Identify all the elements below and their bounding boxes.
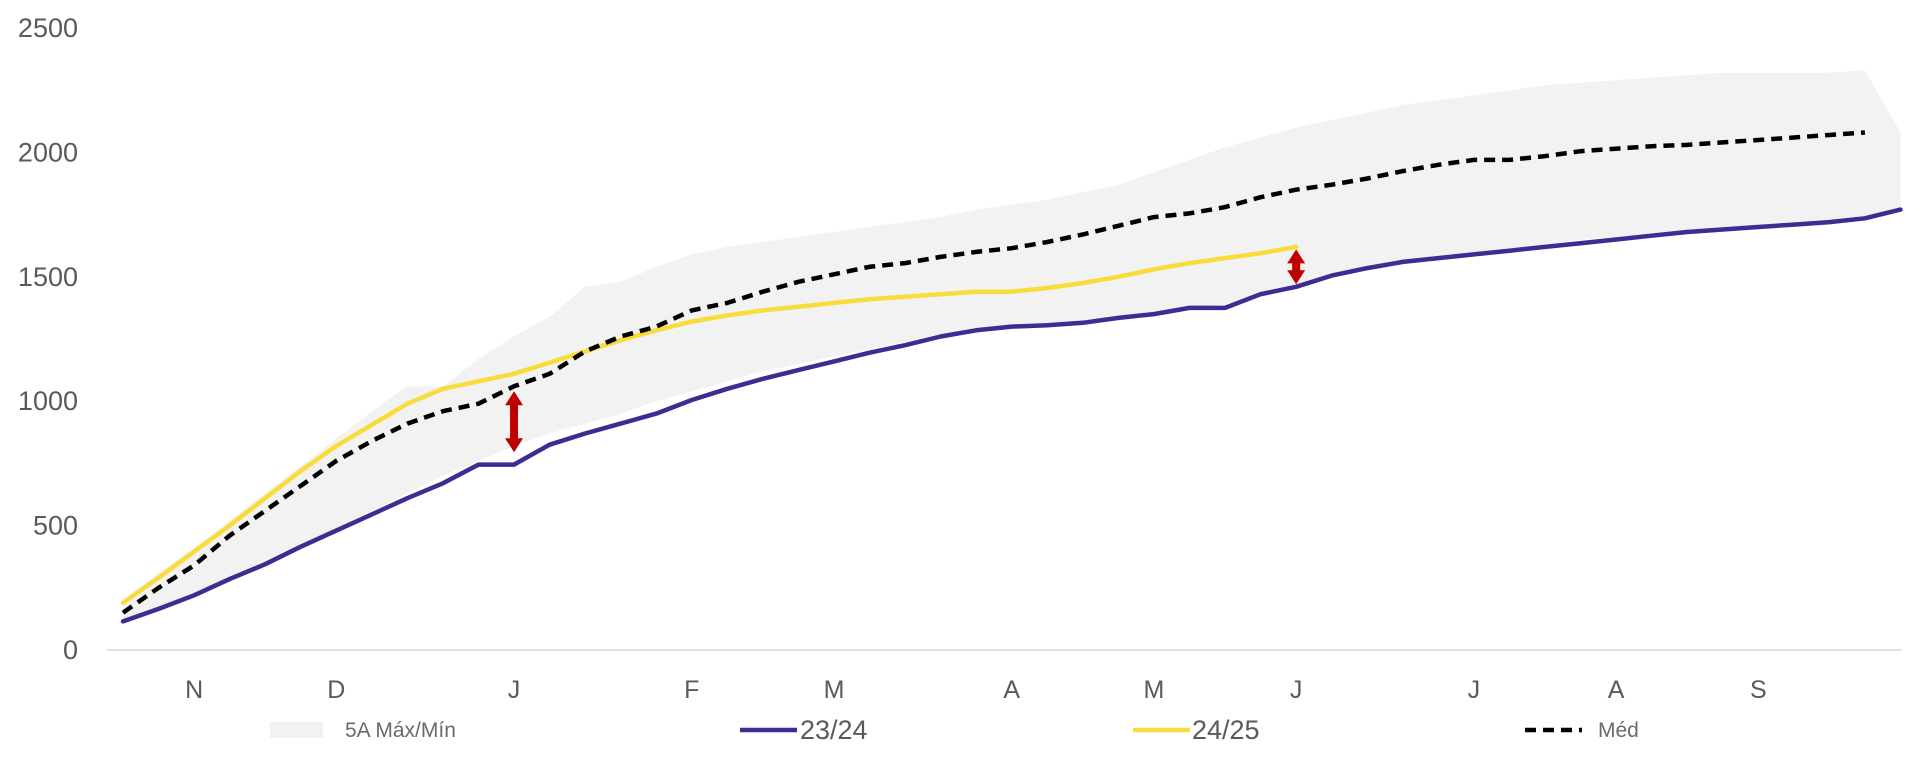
x-tick-label: A	[1608, 676, 1625, 704]
x-tick-label: A	[1003, 676, 1020, 704]
y-tick-label: 1000	[18, 386, 78, 416]
legend-item-24-25: 24/25	[1133, 715, 1260, 745]
legend-item-band: 5A Máx/Mín	[270, 719, 456, 742]
double-arrow-annotation	[1287, 249, 1306, 285]
x-tick-label: N	[185, 676, 203, 704]
y-tick-labels: 0 500 1000 1500 2000 2500	[18, 13, 78, 665]
legend-label-band: 5A Máx/Mín	[345, 719, 456, 742]
x-tick-label: D	[327, 676, 345, 704]
legend-label-24-25: 24/25	[1192, 715, 1260, 745]
x-tick-label: J	[1290, 676, 1303, 704]
band-area-5a-max-min	[123, 70, 1901, 623]
double-arrow-annotation	[505, 391, 524, 453]
legend-item-23-24: 23/24	[740, 715, 868, 745]
x-tick-label: S	[1750, 676, 1767, 704]
band-layer	[123, 70, 1901, 623]
y-tick-label: 1500	[18, 262, 78, 292]
x-tick-label: J	[508, 676, 521, 704]
series-line-23-24	[120, 207, 1903, 624]
legend-item-med: Méd	[1525, 719, 1639, 742]
series-line-24-25	[120, 244, 1299, 605]
y-tick-label: 0	[63, 635, 78, 665]
annotation-layer	[505, 249, 1306, 453]
legend-label-23-24: 23/24	[800, 715, 868, 745]
x-tick-label: J	[1468, 676, 1481, 704]
series-line-m-d	[121, 130, 1866, 615]
x-tick-label: M	[824, 676, 845, 704]
y-tick-label: 500	[33, 511, 78, 541]
x-tick-label: F	[684, 676, 699, 704]
legend-label-med: Méd	[1598, 719, 1639, 742]
x-tick-label: M	[1143, 676, 1164, 704]
legend: 5A Máx/Mín 23/24 24/25 Méd	[270, 715, 1639, 745]
y-tick-label: 2500	[18, 13, 78, 43]
series-layer	[120, 130, 1903, 624]
legend-swatch-band	[270, 722, 323, 738]
y-tick-label: 2000	[18, 137, 78, 167]
